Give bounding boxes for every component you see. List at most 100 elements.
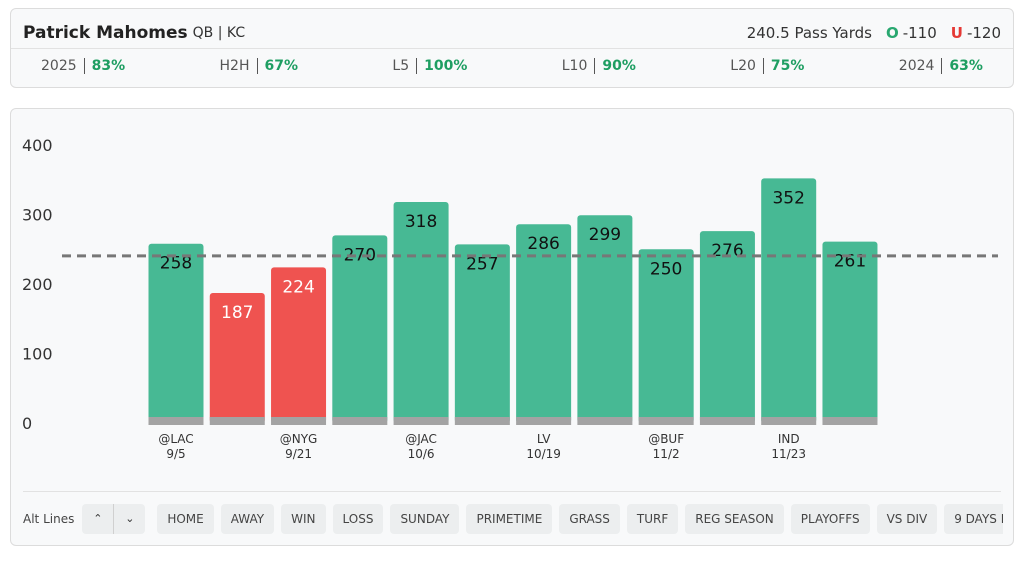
stat: 2024 63% <box>898 58 983 80</box>
bar <box>761 178 817 423</box>
bar-base <box>393 417 449 425</box>
stat-value: 100% <box>424 58 468 74</box>
filter-button[interactable]: WIN <box>281 504 326 534</box>
bar <box>332 235 388 423</box>
y-tick-label: 400 <box>22 136 53 155</box>
y-tick-label: 100 <box>22 345 53 364</box>
under[interactable]: U -120 <box>951 24 1001 42</box>
value-label: 299 <box>589 225 621 245</box>
filter-button[interactable]: REG SEASON <box>685 504 784 534</box>
filter-button[interactable]: LOSS <box>332 504 384 534</box>
y-tick-label: 300 <box>22 206 53 225</box>
stat: L20 75% <box>730 58 804 80</box>
filter-button[interactable]: 9 DAYS REST <box>944 504 1003 534</box>
value-label: 276 <box>711 241 743 261</box>
bar <box>393 201 449 423</box>
filter-button[interactable]: PRIMETIME <box>466 504 553 534</box>
bar <box>699 231 755 423</box>
x-tick-date: 9/5 <box>166 447 185 461</box>
filter-button[interactable]: VS DIV <box>876 504 938 534</box>
bar-base <box>577 417 633 425</box>
stat: L10 90% <box>561 58 636 80</box>
x-tick-label: @JAC <box>405 432 437 446</box>
x-tick-label: @NYG <box>280 432 318 446</box>
x-tick-label: LV <box>537 432 551 446</box>
stat-value: 63% <box>949 58 983 74</box>
filter-button[interactable]: PLAYOFFS <box>790 504 870 534</box>
under-label: U <box>950 24 963 42</box>
bar-base <box>761 417 817 425</box>
value-label: 352 <box>772 188 804 208</box>
y-tick-label: 0 <box>22 414 32 433</box>
bar <box>822 241 878 423</box>
x-tick-date: 9/21 <box>285 447 312 461</box>
team: QB | KC <box>192 25 246 41</box>
x-tick-date: 10/6 <box>408 447 435 461</box>
x-tick-label: @LAC <box>158 432 193 446</box>
value-label: 257 <box>466 254 498 274</box>
stat: H2H 67% <box>219 58 299 80</box>
bar-base <box>148 417 204 425</box>
bar <box>454 244 510 423</box>
x-tick-date: 11/23 <box>771 447 806 461</box>
stat-label: 2024 <box>898 58 943 74</box>
bar <box>577 215 633 423</box>
filter-button[interactable]: TURF <box>626 504 679 534</box>
value-label: 286 <box>527 234 559 254</box>
prop-card: Patrick Mahomes QB | KC 240.5 Pass Yards… <box>10 8 1014 88</box>
bar <box>516 224 572 423</box>
alt-line-arrows: ⌃ ⌄ <box>82 504 146 534</box>
value-label: 187 <box>221 303 253 323</box>
bar-base <box>516 417 572 425</box>
under-odds: -120 <box>966 24 1001 42</box>
alt-lines-label: Alt Lines <box>23 512 75 526</box>
stat: L5 100% <box>392 58 467 80</box>
bar-base <box>454 417 510 425</box>
prop-stat: Pass Yards <box>794 24 872 42</box>
stat-label: L10 <box>561 58 596 74</box>
bar-base <box>699 417 755 425</box>
filter-button[interactable]: HOME <box>157 504 214 534</box>
filter-row: Alt Lines ⌃ ⌄ HOME AWAY WIN LOSS SUNDAY PRIMET… <box>23 503 1003 535</box>
filter-button[interactable]: AWAY <box>220 504 275 534</box>
filter-button[interactable]: SUNDAY <box>390 504 460 534</box>
stat-label: H2H <box>219 58 258 74</box>
stat-label: L5 <box>392 58 418 74</box>
y-tick-label: 200 <box>22 275 53 294</box>
stat-value: 90% <box>602 58 636 74</box>
stat: 2025 83% <box>41 58 125 80</box>
player-name: Patrick Mahomes <box>23 23 188 43</box>
prop-line: 240.5 <box>746 24 790 42</box>
stat-value: 75% <box>770 58 805 74</box>
stat-label: 2025 <box>41 58 85 74</box>
value-label: 318 <box>405 212 437 232</box>
value-label: 270 <box>344 245 376 265</box>
stat-label: L20 <box>730 58 764 74</box>
divider <box>11 48 1013 49</box>
value-label: 250 <box>650 259 682 279</box>
bar-base <box>822 417 878 425</box>
prop: 240.5 Pass Yards <box>747 24 872 42</box>
over[interactable]: O -110 <box>886 24 937 42</box>
x-tick-date: 10/19 <box>526 447 561 461</box>
over-label: O <box>885 24 899 42</box>
filter-button[interactable]: GRASS <box>559 504 620 534</box>
bar <box>148 243 204 423</box>
bar <box>271 267 327 423</box>
down-arrow[interactable]: ⌄ <box>113 504 145 534</box>
up-arrow[interactable]: ⌃ <box>93 512 103 525</box>
value-label: 258 <box>160 254 192 274</box>
divider <box>23 491 1001 492</box>
stat-value: 67% <box>264 58 299 74</box>
header-row: Patrick Mahomes QB | KC 240.5 Pass Yards… <box>23 17 1001 49</box>
x-tick-label: @BUF <box>648 432 684 446</box>
bar-base <box>638 417 694 425</box>
stats-row: 2025 83% H2H 67% L5 100% L10 90% L20 75% 2024 63% <box>41 58 983 80</box>
stat-value: 83% <box>91 58 126 74</box>
bar-base <box>209 417 265 425</box>
value-label: 224 <box>282 277 314 297</box>
bar <box>638 249 694 423</box>
over-odds: -110 <box>902 24 937 42</box>
